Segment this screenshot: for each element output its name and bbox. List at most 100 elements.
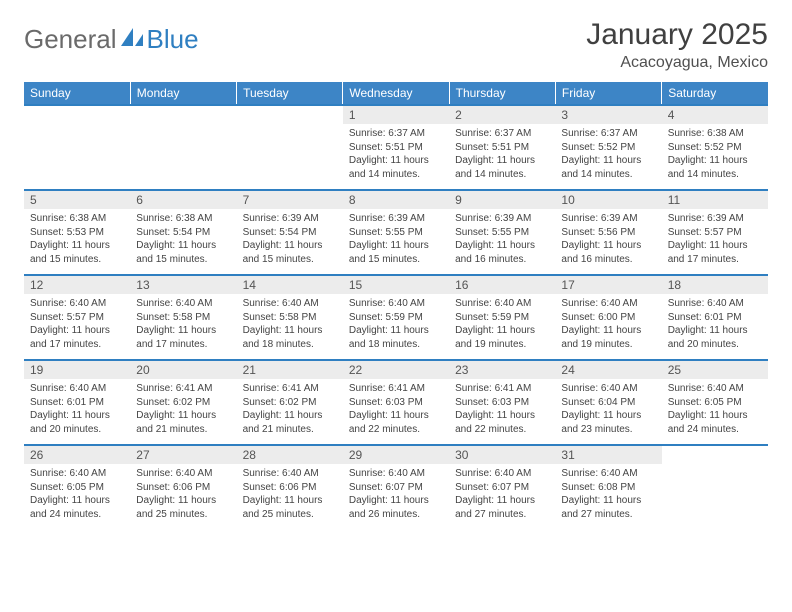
sunrise-text: Sunrise: 6:39 AM [561,212,655,226]
day-content: Sunrise: 6:40 AMSunset: 5:58 PMDaylight:… [130,294,236,359]
day-number: 26 [24,446,130,464]
day-number: 25 [662,361,768,379]
calendar-day-cell [130,105,236,190]
daylight-text: Daylight: 11 hours and 15 minutes. [136,239,230,266]
day-number: 6 [130,191,236,209]
calendar-day-cell: 12Sunrise: 6:40 AMSunset: 5:57 PMDayligh… [24,275,130,360]
sunrise-text: Sunrise: 6:40 AM [455,297,549,311]
day-number: 18 [662,276,768,294]
day-content: Sunrise: 6:37 AMSunset: 5:52 PMDaylight:… [555,124,661,189]
sunset-text: Sunset: 5:56 PM [561,226,655,240]
day-content: Sunrise: 6:40 AMSunset: 5:57 PMDaylight:… [24,294,130,359]
sunrise-text: Sunrise: 6:38 AM [136,212,230,226]
sunset-text: Sunset: 6:06 PM [136,481,230,495]
sunrise-text: Sunrise: 6:40 AM [561,382,655,396]
day-number: 12 [24,276,130,294]
daylight-text: Daylight: 11 hours and 24 minutes. [30,494,124,521]
sunset-text: Sunset: 6:02 PM [243,396,337,410]
day-content: Sunrise: 6:40 AMSunset: 6:07 PMDaylight:… [449,464,555,529]
daylight-text: Daylight: 11 hours and 14 minutes. [668,154,762,181]
logo-text-1: General [24,24,117,55]
day-content: Sunrise: 6:39 AMSunset: 5:57 PMDaylight:… [662,209,768,274]
logo: General Blue [24,18,199,55]
sunrise-text: Sunrise: 6:37 AM [349,127,443,141]
sunset-text: Sunset: 5:55 PM [349,226,443,240]
day-number: 2 [449,106,555,124]
day-content: Sunrise: 6:41 AMSunset: 6:03 PMDaylight:… [343,379,449,444]
sunrise-text: Sunrise: 6:40 AM [349,467,443,481]
day-number: 30 [449,446,555,464]
weekday-header: Monday [130,82,236,105]
sunrise-text: Sunrise: 6:40 AM [30,467,124,481]
calendar-day-cell: 20Sunrise: 6:41 AMSunset: 6:02 PMDayligh… [130,360,236,445]
sunrise-text: Sunrise: 6:41 AM [136,382,230,396]
day-number: 20 [130,361,236,379]
sunset-text: Sunset: 5:51 PM [455,141,549,155]
sunset-text: Sunset: 5:57 PM [668,226,762,240]
sunrise-text: Sunrise: 6:37 AM [455,127,549,141]
day-number: 14 [237,276,343,294]
sunrise-text: Sunrise: 6:38 AM [668,127,762,141]
calendar-day-cell: 25Sunrise: 6:40 AMSunset: 6:05 PMDayligh… [662,360,768,445]
daylight-text: Daylight: 11 hours and 15 minutes. [349,239,443,266]
weekday-header-row: SundayMondayTuesdayWednesdayThursdayFrid… [24,82,768,105]
calendar-day-cell [662,445,768,529]
day-content: Sunrise: 6:40 AMSunset: 5:59 PMDaylight:… [449,294,555,359]
day-content: Sunrise: 6:39 AMSunset: 5:55 PMDaylight:… [343,209,449,274]
weekday-header: Tuesday [237,82,343,105]
calendar-day-cell [237,105,343,190]
calendar-week-row: 1Sunrise: 6:37 AMSunset: 5:51 PMDaylight… [24,105,768,190]
daylight-text: Daylight: 11 hours and 26 minutes. [349,494,443,521]
sunrise-text: Sunrise: 6:40 AM [243,297,337,311]
daylight-text: Daylight: 11 hours and 18 minutes. [349,324,443,351]
day-content: Sunrise: 6:40 AMSunset: 6:05 PMDaylight:… [662,379,768,444]
day-content: Sunrise: 6:39 AMSunset: 5:54 PMDaylight:… [237,209,343,274]
daylight-text: Daylight: 11 hours and 27 minutes. [561,494,655,521]
sunset-text: Sunset: 5:57 PM [30,311,124,325]
calendar-day-cell: 18Sunrise: 6:40 AMSunset: 6:01 PMDayligh… [662,275,768,360]
calendar-day-cell: 22Sunrise: 6:41 AMSunset: 6:03 PMDayligh… [343,360,449,445]
sunset-text: Sunset: 5:58 PM [243,311,337,325]
day-content: Sunrise: 6:40 AMSunset: 5:59 PMDaylight:… [343,294,449,359]
day-number: 22 [343,361,449,379]
daylight-text: Daylight: 11 hours and 16 minutes. [561,239,655,266]
day-number: 13 [130,276,236,294]
calendar-day-cell [24,105,130,190]
sunset-text: Sunset: 5:52 PM [668,141,762,155]
day-number: 7 [237,191,343,209]
daylight-text: Daylight: 11 hours and 27 minutes. [455,494,549,521]
daylight-text: Daylight: 11 hours and 25 minutes. [243,494,337,521]
sunrise-text: Sunrise: 6:40 AM [30,297,124,311]
daylight-text: Daylight: 11 hours and 17 minutes. [136,324,230,351]
sunset-text: Sunset: 5:59 PM [455,311,549,325]
sunrise-text: Sunrise: 6:37 AM [561,127,655,141]
calendar-day-cell: 7Sunrise: 6:39 AMSunset: 5:54 PMDaylight… [237,190,343,275]
daylight-text: Daylight: 11 hours and 19 minutes. [455,324,549,351]
day-content: Sunrise: 6:41 AMSunset: 6:03 PMDaylight:… [449,379,555,444]
sunset-text: Sunset: 5:53 PM [30,226,124,240]
weekday-header: Thursday [449,82,555,105]
daylight-text: Daylight: 11 hours and 15 minutes. [243,239,337,266]
day-content: Sunrise: 6:40 AMSunset: 6:08 PMDaylight:… [555,464,661,529]
calendar-week-row: 26Sunrise: 6:40 AMSunset: 6:05 PMDayligh… [24,445,768,529]
daylight-text: Daylight: 11 hours and 16 minutes. [455,239,549,266]
sunrise-text: Sunrise: 6:40 AM [349,297,443,311]
calendar-day-cell: 29Sunrise: 6:40 AMSunset: 6:07 PMDayligh… [343,445,449,529]
sunset-text: Sunset: 6:00 PM [561,311,655,325]
calendar-table: SundayMondayTuesdayWednesdayThursdayFrid… [24,82,768,529]
sunrise-text: Sunrise: 6:39 AM [349,212,443,226]
day-number: 11 [662,191,768,209]
calendar-day-cell: 5Sunrise: 6:38 AMSunset: 5:53 PMDaylight… [24,190,130,275]
day-number: 19 [24,361,130,379]
daylight-text: Daylight: 11 hours and 14 minutes. [561,154,655,181]
daylight-text: Daylight: 11 hours and 15 minutes. [30,239,124,266]
sunset-text: Sunset: 5:52 PM [561,141,655,155]
sunrise-text: Sunrise: 6:40 AM [668,382,762,396]
day-number: 10 [555,191,661,209]
day-content: Sunrise: 6:41 AMSunset: 6:02 PMDaylight:… [130,379,236,444]
sunset-text: Sunset: 6:07 PM [455,481,549,495]
daylight-text: Daylight: 11 hours and 14 minutes. [455,154,549,181]
daylight-text: Daylight: 11 hours and 22 minutes. [349,409,443,436]
day-number: 1 [343,106,449,124]
sunrise-text: Sunrise: 6:39 AM [243,212,337,226]
